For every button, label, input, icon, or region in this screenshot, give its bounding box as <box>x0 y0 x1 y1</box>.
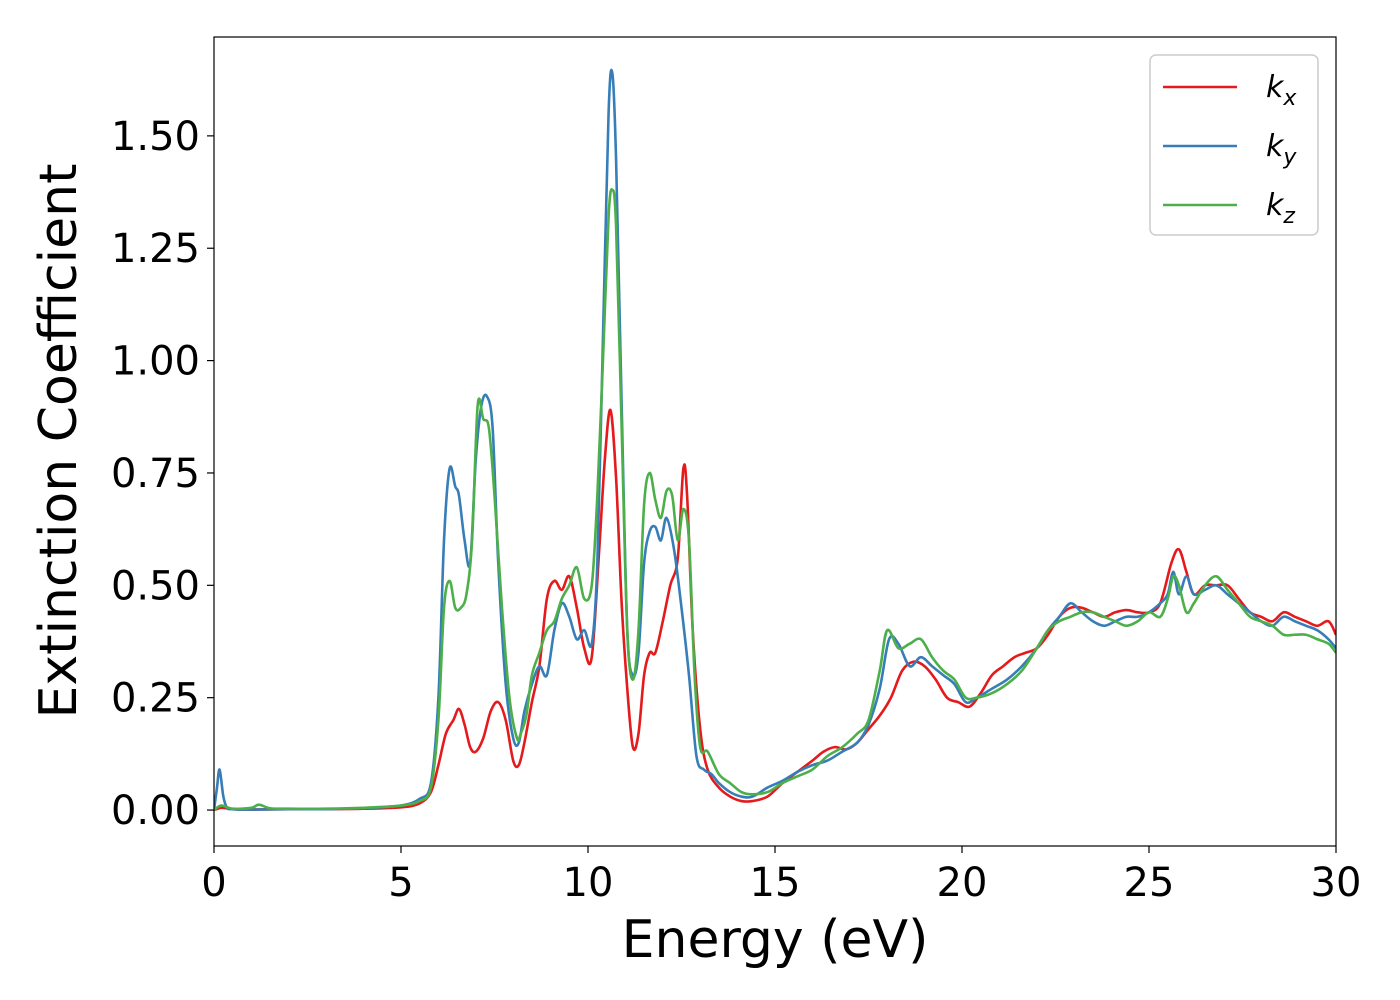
y-tick-label: 0.50 <box>111 563 200 609</box>
x-axis-title: Energy (eV) <box>622 910 929 970</box>
legend-label-kx: kx <box>1266 70 1297 111</box>
x-tick-label: 30 <box>1311 860 1362 906</box>
x-tick-label: 5 <box>388 860 413 906</box>
y-tick-label: 1.00 <box>111 339 200 385</box>
series-layer <box>214 68 1336 812</box>
y-tick-label: 0.00 <box>111 788 200 834</box>
y-tick-label: 0.75 <box>111 451 200 497</box>
x-tick-label: 10 <box>563 860 614 906</box>
legend-entries: kx ky kz <box>1163 70 1297 229</box>
x-axis-ticks: 0 5 10 15 20 25 30 <box>201 846 1361 906</box>
y-axis-title: Extinction Coefficient <box>29 164 89 719</box>
y-axis-ticks: 0.00 0.25 0.50 0.75 1.00 1.25 1.50 <box>111 114 214 834</box>
y-tick-label: 1.50 <box>111 114 200 160</box>
legend: kx ky kz <box>1149 54 1319 236</box>
x-tick-label: 25 <box>1124 860 1175 906</box>
y-tick-label: 0.25 <box>111 676 200 722</box>
x-tick-label: 15 <box>750 860 801 906</box>
x-tick-label: 0 <box>201 860 226 906</box>
series-line-kz <box>214 188 1336 812</box>
y-tick-label: 1.25 <box>111 226 200 272</box>
legend-label-kz: kz <box>1266 188 1295 229</box>
legend-label-ky: ky <box>1266 129 1297 170</box>
x-tick-label: 20 <box>937 860 988 906</box>
